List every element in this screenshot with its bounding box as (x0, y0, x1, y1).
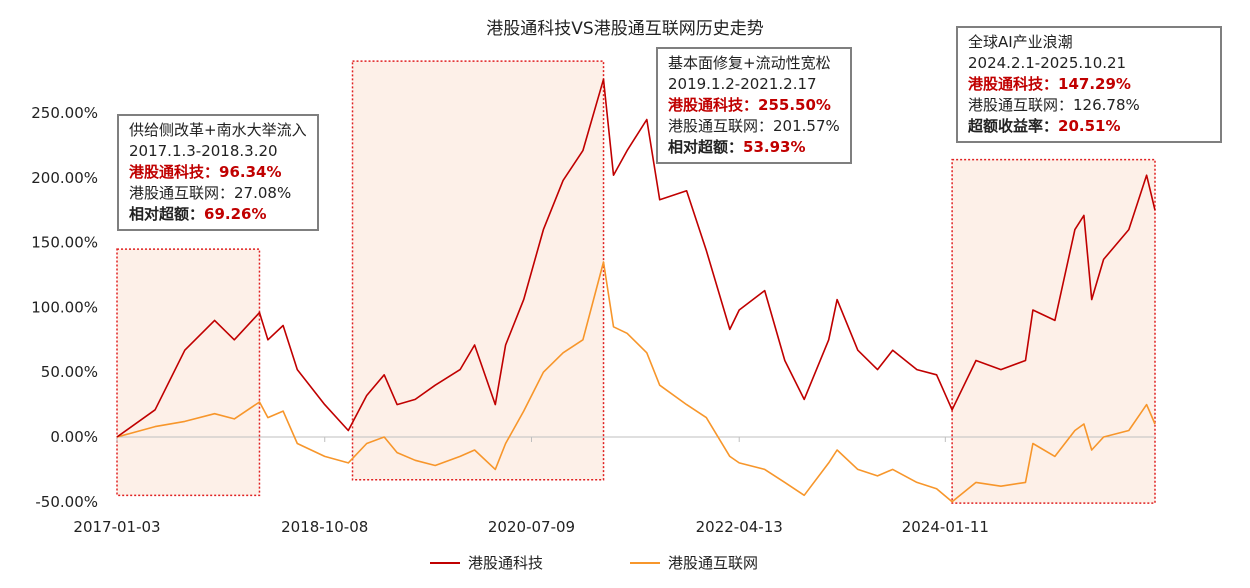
annotation-box-3: 全球AI产业浪潮 2024.2.1-2025.10.21 港股通科技：147.2… (956, 26, 1222, 143)
legend-item-tech: 港股通科技 (430, 552, 543, 573)
highlight-period (351, 60, 605, 481)
y-tick-label: 50.00% (41, 363, 98, 381)
excess-value: 20.51% (1058, 117, 1121, 135)
annotation-heading: 全球AI产业浪潮 (968, 33, 1073, 51)
x-tick-label: 2017-01-03 (73, 518, 160, 536)
annotation-box-1: 供给侧改革+南水大举流入 2017.1.3-2018.3.20 港股通科技：96… (117, 114, 319, 231)
tech-label: 港股通科技： (668, 96, 759, 114)
excess-label: 相对超额： (668, 138, 744, 156)
highlight-period (116, 248, 261, 497)
tech-value: 255.50% (758, 96, 831, 114)
annotation-heading: 基本面修复+流动性宽松 (668, 54, 831, 72)
chart-title: 港股通科技VS港股通互联网历史走势 (486, 19, 764, 39)
inet-label: 港股通互联网： (129, 184, 235, 202)
inet-value: 126.78% (1073, 96, 1140, 114)
x-tick-label: 2022-04-13 (696, 518, 783, 536)
legend-label: 港股通科技 (468, 554, 544, 572)
inet-value: 201.57% (773, 117, 840, 135)
series-line-internet (116, 261, 1156, 503)
legend-swatch (430, 561, 460, 564)
x-tick-label: 2020-07-09 (488, 518, 575, 536)
legend-item-internet: 港股通互联网 (630, 552, 758, 573)
annotation-heading: 供给侧改革+南水大举流入 (129, 121, 307, 139)
y-tick-label: 200.00% (31, 169, 98, 187)
excess-label: 超额收益率： (968, 117, 1059, 135)
tech-value: 147.29% (1058, 75, 1131, 93)
tech-label: 港股通科技： (968, 75, 1059, 93)
y-tick-label: 250.00% (31, 104, 98, 122)
legend-label: 港股通互联网 (668, 554, 759, 572)
x-tick-label: 2018-10-08 (281, 518, 368, 536)
highlight-period (951, 158, 1156, 504)
y-tick-label: 100.00% (31, 298, 98, 316)
inet-value: 27.08% (234, 184, 292, 202)
x-tick-label: 2024-01-11 (902, 518, 989, 536)
tech-label: 港股通科技： (129, 163, 220, 181)
y-tick-label: 0.00% (50, 428, 98, 446)
annotation-period: 2024.2.1-2025.10.21 (968, 54, 1127, 72)
inet-label: 港股通互联网： (968, 96, 1074, 114)
y-tick-label: 150.00% (31, 234, 98, 252)
inet-label: 港股通互联网： (668, 117, 774, 135)
y-tick-label: -50.00% (35, 493, 98, 511)
annotation-box-2: 基本面修复+流动性宽松 2019.1.2-2021.2.17 港股通科技：255… (656, 47, 852, 164)
excess-value: 69.26% (204, 205, 267, 223)
tech-value: 96.34% (219, 163, 282, 181)
annotation-period: 2019.1.2-2021.2.17 (668, 75, 817, 93)
series-line-tech (116, 78, 1156, 438)
annotation-period: 2017.1.3-2018.3.20 (129, 142, 278, 160)
excess-label: 相对超额： (129, 205, 205, 223)
excess-value: 53.93% (743, 138, 806, 156)
legend-swatch (630, 561, 660, 564)
